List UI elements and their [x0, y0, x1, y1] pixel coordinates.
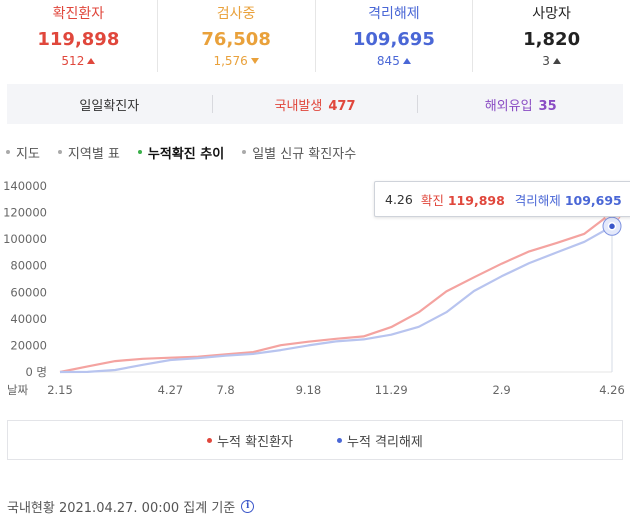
point-recovered — [607, 222, 617, 231]
legend-recovered[interactable]: 누적 격리해제 — [337, 431, 423, 450]
tooltip-recovered: 격리해제 109,695 — [515, 190, 622, 209]
arrow-up-icon — [552, 58, 561, 64]
stat-value: 109,695 — [352, 29, 435, 50]
tab-1[interactable]: 지역별 표 — [57, 143, 120, 162]
stat-delta: 845 — [316, 54, 473, 69]
tooltip-recovered-value: 109,695 — [564, 192, 622, 208]
stat-delta-value: 845 — [376, 54, 400, 68]
divider — [417, 95, 419, 113]
tab-label: 누적확진 추이 — [147, 146, 225, 162]
stat-value: 76,508 — [201, 29, 271, 50]
stat-1: 검사중 76,508 1,576 — [158, 0, 316, 72]
y-tick-label: 60000 — [10, 285, 47, 299]
legend-recovered-dot — [337, 437, 342, 443]
daily-title: 일일확진자 — [79, 98, 140, 114]
view-tabs: 지도 지역별 표 누적확진 추이 일별 신규 확진자수 — [6, 142, 374, 162]
x-axis-label: 날짜 — [7, 383, 29, 397]
domestic-label: 국내발생 — [274, 98, 323, 114]
bullet-icon — [6, 150, 10, 154]
domestic-value: 477 — [328, 98, 356, 114]
overseas-cases[interactable]: 해외유입 35 — [418, 95, 623, 114]
tab-label: 지도 — [16, 146, 40, 162]
y-tick-label: 80000 — [10, 259, 47, 273]
stat-delta: 3 — [473, 54, 630, 69]
tooltip-confirmed-value: 119,898 — [447, 192, 505, 208]
series-line-recovered — [59, 225, 613, 374]
stats-bar: 확진환자 119,898 512 검사중 76,508 1,576 격리해제 109,695 8… — [0, 0, 630, 72]
bullet-icon — [137, 150, 142, 154]
stat-delta-value: 1,576 — [213, 54, 248, 68]
legend-confirmed-label: 누적 확진환자 — [217, 434, 293, 450]
x-tick-label: 4.26 — [599, 383, 625, 397]
stat-label: 격리해제 — [368, 6, 420, 22]
tooltip-confirmed: 확진 119,898 — [421, 190, 505, 209]
footer: 국내현황 2021.04.27. 00:00 집계 기준 i — [7, 497, 255, 516]
stat-label: 확진환자 — [52, 6, 105, 22]
stat-2: 격리해제 109,695 845 — [316, 0, 474, 72]
stat-delta: 1,576 — [158, 54, 315, 69]
y-tick-label: 20000 — [10, 338, 47, 352]
stat-3: 사망자 1,820 3 — [473, 0, 630, 72]
daily-confirmed-box: 일일확진자 국내발생 477 해외유입 35 — [7, 84, 623, 124]
tab-3[interactable]: 일별 신규 확진자수 — [242, 143, 356, 162]
y-tick-label: 140000 — [3, 179, 47, 193]
tab-2[interactable]: 누적확진 추이 — [137, 143, 225, 162]
tooltip-recovered-label: 격리해제 — [514, 192, 561, 208]
tooltip-date: 4.26 — [385, 191, 413, 207]
bullet-icon — [242, 150, 247, 154]
chart-svg: 140000 120000 100000 80000 60000 40000 20000 0 … — [3, 179, 625, 397]
stat-label: 사망자 — [532, 6, 571, 22]
overseas-value: 35 — [538, 98, 557, 114]
legend-recovered-label: 누적 격리해제 — [347, 434, 423, 450]
arrow-up-icon — [87, 58, 96, 64]
stat-delta: 512 — [0, 54, 157, 69]
stat-value: 119,898 — [37, 29, 120, 50]
y-tick-label: 100000 — [3, 232, 47, 246]
y-tick-label: 0 명 — [25, 365, 47, 379]
arrow-down-icon — [250, 58, 259, 64]
chart-legend: 누적 확진환자 누적 격리해제 — [7, 420, 623, 460]
tab-0[interactable]: 지도 — [6, 143, 40, 162]
domestic-cases[interactable]: 국내발생 477 — [213, 95, 418, 114]
overseas-label: 해외유입 — [484, 98, 533, 114]
bullet-icon — [57, 150, 62, 154]
chart-tooltip: 4.26 확진 119,898 격리해제 109,695 — [374, 181, 630, 217]
x-tick-label: 4.27 — [158, 383, 184, 397]
legend-confirmed[interactable]: 누적 확진환자 — [207, 431, 293, 450]
cumulative-chart[interactable]: 140000 120000 100000 80000 60000 40000 20000 0 … — [0, 170, 630, 406]
y-tick-label: 120000 — [3, 206, 47, 220]
stat-0: 확진환자 119,898 512 — [0, 0, 158, 72]
tab-label: 일별 신규 확진자수 — [252, 146, 357, 162]
x-tick-label: 11.29 — [375, 383, 408, 397]
legend-confirmed-dot — [207, 437, 213, 443]
tooltip-confirmed-label: 확진 — [420, 192, 444, 208]
info-circle-icon[interactable]: i — [241, 500, 255, 513]
x-tick-label: 2.15 — [47, 383, 73, 397]
footer-text: 국내현황 2021.04.27. 00:00 집계 기준 — [7, 501, 236, 516]
x-tick-label: 2.9 — [492, 383, 510, 397]
stat-delta-value: 512 — [61, 54, 85, 68]
stat-delta-value: 3 — [542, 54, 550, 68]
series-line-confirmed — [59, 211, 613, 374]
stat-label: 검사중 — [216, 6, 256, 22]
stat-value: 1,820 — [523, 29, 581, 50]
x-tick-label: 9.18 — [296, 383, 322, 397]
divider — [211, 95, 213, 113]
y-tick-label: 40000 — [10, 312, 47, 326]
tab-label: 지역별 표 — [67, 146, 120, 162]
x-tick-label: 7.8 — [216, 383, 234, 397]
arrow-up-icon — [402, 58, 411, 64]
